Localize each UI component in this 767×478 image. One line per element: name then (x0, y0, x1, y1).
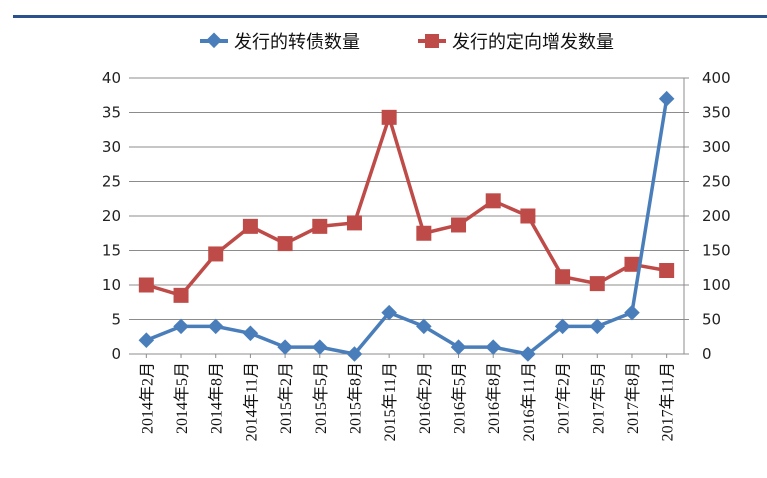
x-axis-label: 2017年2月 (555, 362, 573, 434)
left-axis-ticks: 0 5 10 15 20 25 30 35 40 (102, 69, 121, 363)
square-marker-icon (381, 109, 397, 125)
x-axis-labels: 2014年2月 2014年5月 2014年8月 2014年11月 2015年2月 2015… (138, 354, 677, 441)
right-axis-tick-label: 50 (702, 311, 721, 329)
square-marker-icon (659, 263, 675, 279)
x-axis-label: 2014年5月 (173, 362, 191, 434)
x-axis-label: 2015年5月 (312, 362, 330, 434)
right-axis-ticks: 0 50 100 150 200 250 300 350 400 (702, 69, 731, 363)
legend-item-convertible-bonds: 发行的转债数量 (200, 32, 360, 52)
x-axis-label: 2015年2月 (277, 362, 295, 434)
right-axis-tick-label: 300 (702, 138, 731, 156)
left-axis-tick-label: 15 (102, 242, 121, 260)
left-axis-tick-label: 25 (102, 173, 121, 191)
square-marker-icon (242, 218, 258, 234)
right-axis-tick-label: 200 (702, 207, 731, 225)
square-marker-icon (138, 277, 154, 293)
square-marker-icon (555, 269, 571, 285)
left-axis-tick-label: 35 (102, 104, 121, 122)
diamond-marker-icon (173, 318, 189, 335)
series-private-placement (138, 109, 675, 303)
x-axis-label: 2017年11月 (659, 362, 677, 441)
square-marker-icon (624, 256, 640, 272)
left-axis-tick-label: 30 (102, 138, 121, 156)
square-marker-icon (346, 215, 362, 231)
x-axis-label: 2014年2月 (138, 362, 156, 434)
square-marker-icon (208, 246, 224, 262)
x-axis-label: 2016年2月 (416, 362, 434, 434)
x-axis-label: 2015年11月 (381, 362, 399, 441)
square-marker-icon (312, 218, 328, 234)
square-marker-icon (485, 193, 501, 209)
x-axis-label: 2016年11月 (520, 362, 538, 441)
diamond-marker-icon (485, 339, 501, 355)
x-axis-label: 2014年11月 (242, 362, 260, 441)
legend: 发行的转债数量 发行的定向增发数量 (200, 32, 614, 52)
right-axis-tick-label: 250 (702, 173, 731, 191)
right-axis-tick-label: 150 (702, 242, 731, 260)
left-axis-tick-label: 5 (111, 311, 121, 329)
diamond-marker-icon (242, 325, 259, 342)
x-axis-label: 2015年8月 (346, 362, 364, 434)
diamond-marker-icon (206, 32, 222, 49)
diamond-marker-icon (277, 339, 293, 355)
header-rule (13, 15, 767, 18)
legend-item-private-placement: 发行的定向增发数量 (418, 32, 614, 52)
square-marker-icon (425, 34, 439, 48)
square-marker-icon (277, 236, 293, 252)
x-axis-label: 2014年8月 (208, 362, 226, 434)
right-axis-tick-label: 0 (702, 345, 712, 363)
legend-label-1: 发行的转债数量 (234, 32, 360, 52)
gridlines (129, 77, 689, 355)
diamond-marker-icon (138, 332, 155, 348)
legend-label-2: 发行的定向增发数量 (452, 32, 614, 52)
diamond-marker-icon (450, 339, 467, 355)
left-axis-tick-label: 10 (102, 276, 121, 294)
x-axis-label: 2016年8月 (485, 362, 503, 434)
diamond-marker-icon (312, 339, 328, 355)
series-convertible-bonds (138, 90, 675, 362)
x-axis-label: 2017年5月 (589, 362, 607, 434)
square-marker-icon (173, 287, 189, 303)
x-axis-label: 2017年8月 (624, 362, 642, 434)
square-marker-icon (520, 208, 536, 224)
left-axis-tick-label: 40 (102, 69, 121, 87)
square-marker-icon (589, 276, 605, 292)
diamond-marker-icon (589, 318, 606, 335)
square-marker-icon (416, 225, 432, 241)
diamond-marker-icon (416, 318, 432, 335)
right-axis-tick-label: 100 (702, 276, 731, 294)
square-marker-icon (451, 217, 467, 233)
left-axis-tick-label: 0 (111, 345, 121, 363)
diamond-marker-icon (658, 90, 675, 107)
right-axis-tick-label: 400 (702, 69, 731, 87)
left-axis-tick-label: 20 (102, 207, 121, 225)
diamond-marker-icon (624, 304, 640, 321)
x-axis-label: 2016年5月 (451, 362, 469, 434)
right-axis-tick-label: 350 (702, 104, 731, 122)
diamond-marker-icon (207, 318, 224, 335)
